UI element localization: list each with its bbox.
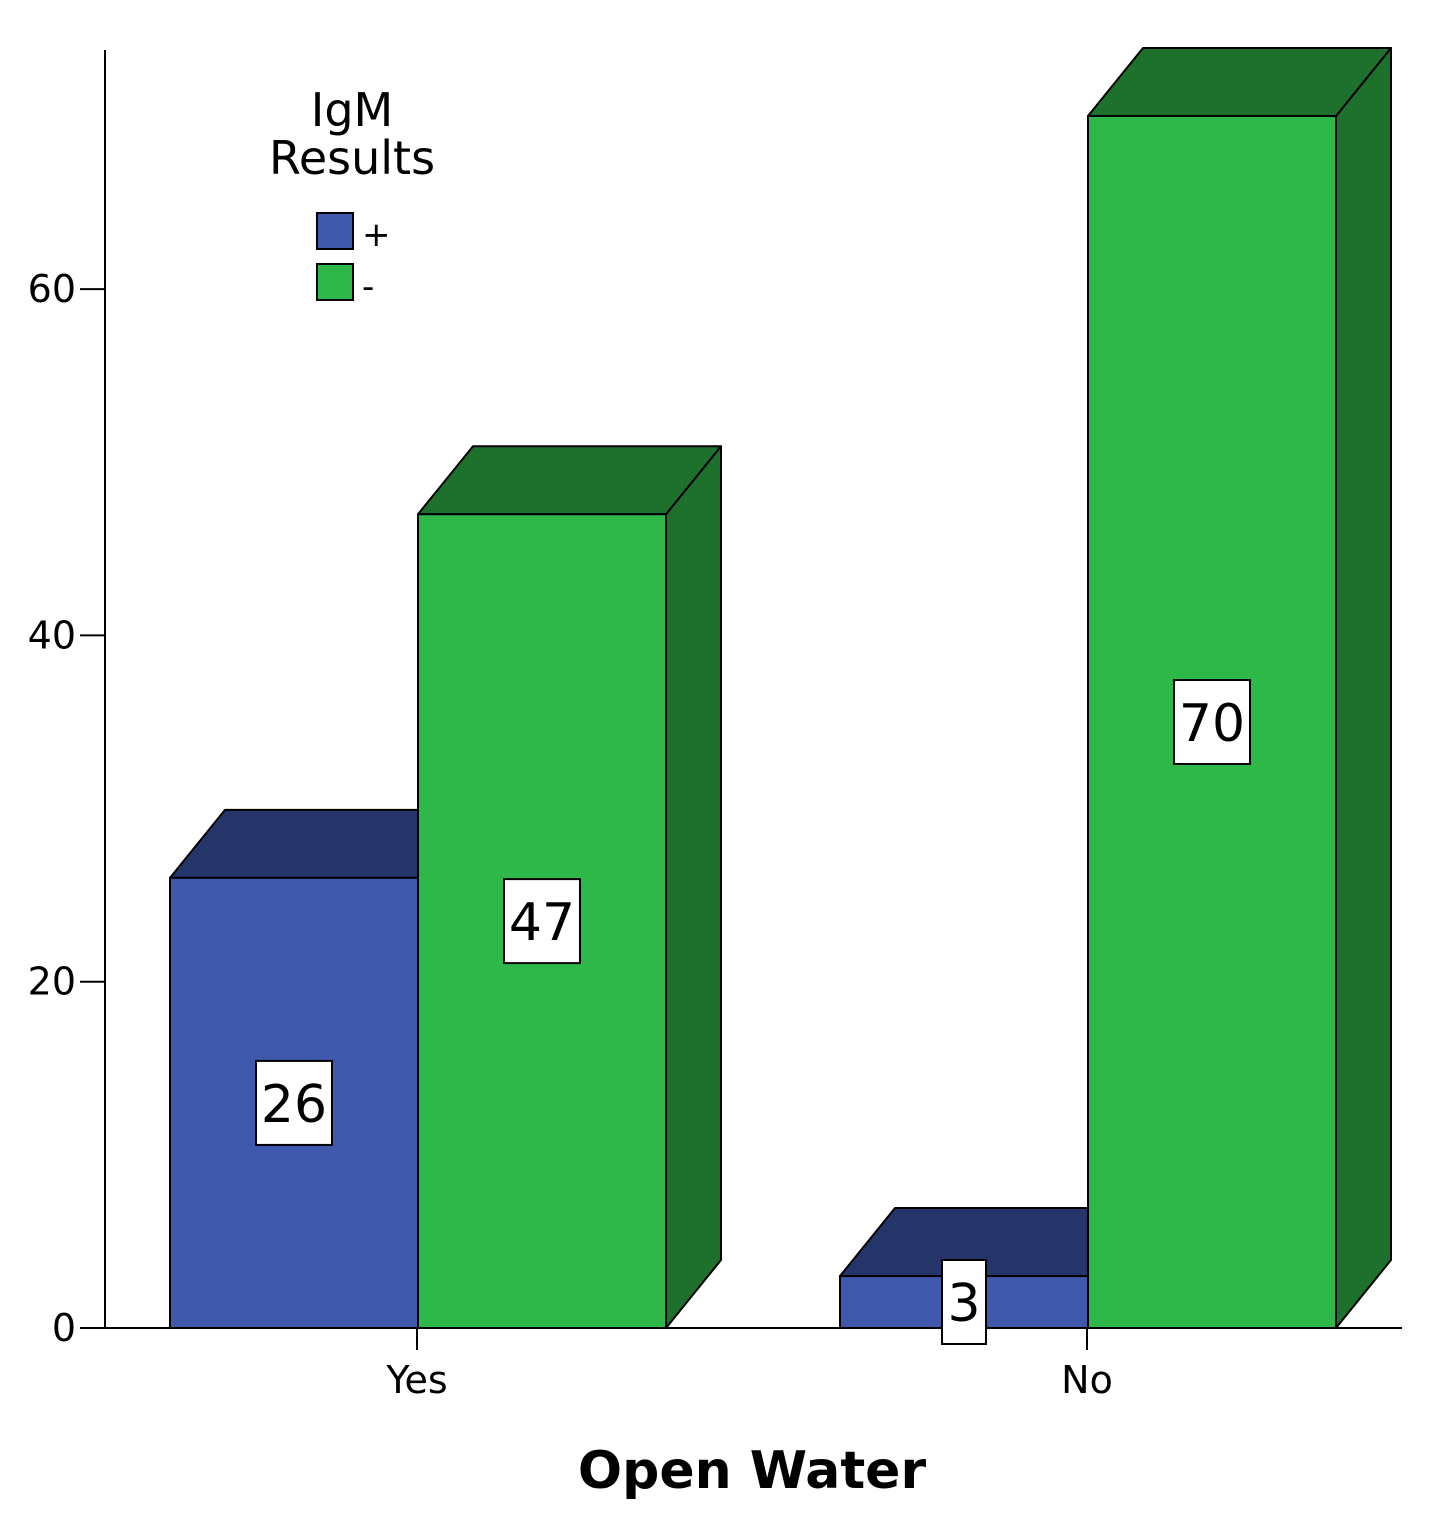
x-category-label: No	[1061, 1358, 1113, 1402]
legend-title-line-1: IgM	[311, 83, 393, 137]
y-tick-label: 20	[28, 960, 76, 1004]
data-label-text: 70	[1179, 694, 1245, 754]
legend-label-positive: +	[362, 215, 391, 255]
labels-layer: 26 3 47 70	[255, 679, 1251, 1345]
x-axis-title: Open Water	[578, 1441, 927, 1501]
bar-side-face	[665, 445, 722, 1329]
ticks-layer: 0 20 40 60 Yes No	[28, 267, 1113, 1402]
axes-layer	[104, 50, 1402, 1329]
data-label: 47	[503, 878, 581, 965]
y-tick-label: 0	[52, 1306, 76, 1350]
y-tick-label: 60	[28, 267, 76, 311]
data-label-box	[503, 878, 581, 965]
data-label-box	[255, 1059, 333, 1146]
y-tick-label: 40	[28, 613, 76, 657]
legend-title-line-2: Results	[269, 131, 435, 185]
bars-layer	[169, 47, 1392, 1329]
bar-negative-yes	[417, 445, 722, 1329]
data-label-text: 26	[261, 1075, 327, 1135]
legend-swatch-positive	[316, 212, 354, 250]
x-category-label: Yes	[385, 1358, 447, 1402]
data-label-text: 47	[509, 893, 575, 953]
legend-swatch-negative	[316, 263, 354, 301]
legend: IgM Results + -	[269, 83, 435, 307]
bar-side-face	[1335, 47, 1392, 1329]
data-label-text: 3	[947, 1274, 980, 1334]
data-label-box	[1173, 679, 1251, 765]
data-label-box	[941, 1259, 987, 1345]
legend-label-negative: -	[362, 267, 374, 307]
data-label: 26	[255, 1059, 333, 1146]
data-label: 3	[941, 1259, 987, 1345]
data-label: 70	[1173, 679, 1251, 765]
